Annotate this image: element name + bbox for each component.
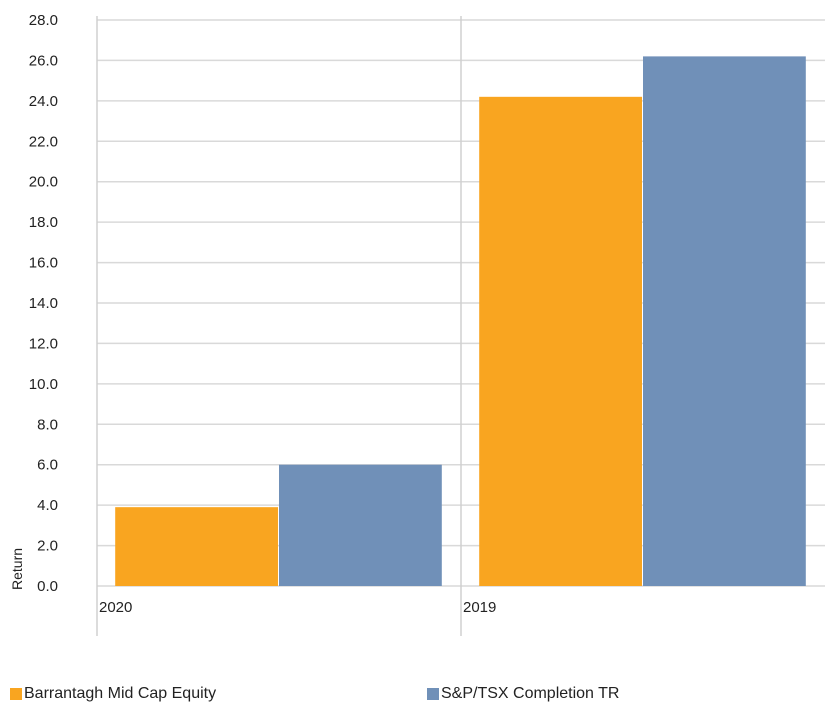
y-tick-label: 28.0 (29, 12, 58, 29)
legend-label-series-2: S&P/TSX Completion TR (441, 685, 620, 702)
y-tick-label: 12.0 (29, 335, 58, 352)
y-axis-title: Return (9, 548, 25, 590)
legend: Barrantagh Mid Cap Equity S&P/TSX Comple… (0, 685, 825, 707)
legend-swatch-series-2 (427, 688, 439, 700)
bar-series-1 (115, 507, 278, 586)
y-tick-label: 18.0 (29, 214, 58, 231)
legend-item-series-2: S&P/TSX Completion TR (427, 685, 619, 703)
category-label: 2019 (463, 599, 496, 616)
y-tick-label: 14.0 (29, 295, 58, 312)
y-tick-label: 24.0 (29, 93, 58, 110)
bar-series-2 (279, 464, 442, 586)
y-tick-label: 26.0 (29, 52, 58, 69)
y-tick-label: 2.0 (37, 538, 58, 555)
y-tick-label: 4.0 (37, 497, 58, 514)
y-tick-label: 8.0 (37, 416, 58, 433)
category-axis: 2020 2019 (99, 599, 496, 616)
legend-item-series-1: Barrantagh Mid Cap Equity (10, 685, 216, 703)
bars (115, 56, 806, 587)
bar-series-2 (643, 56, 806, 586)
bar-chart: 0.0 2.0 4.0 6.0 8.0 10.0 12.0 14.0 16.0 18.0 20.0 2… (9, 12, 825, 636)
legend-swatch-series-1 (10, 688, 22, 700)
category-label: 2020 (99, 599, 132, 616)
y-tick-label: 22.0 (29, 133, 58, 150)
y-tick-label: 6.0 (37, 457, 58, 474)
bar-series-1 (479, 96, 642, 587)
y-tick-label: 20.0 (29, 174, 58, 191)
y-axis-tick-labels: 0.0 2.0 4.0 6.0 8.0 10.0 12.0 14.0 16.0 18.0 20.0 2… (29, 12, 58, 595)
y-tick-label: 10.0 (29, 376, 58, 393)
y-tick-label: 16.0 (29, 255, 58, 272)
legend-label-series-1: Barrantagh Mid Cap Equity (24, 685, 217, 702)
y-tick-label: 0.0 (37, 578, 58, 595)
